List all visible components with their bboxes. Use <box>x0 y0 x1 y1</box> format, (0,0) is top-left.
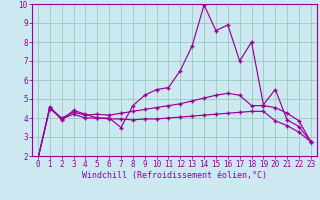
X-axis label: Windchill (Refroidissement éolien,°C): Windchill (Refroidissement éolien,°C) <box>82 171 267 180</box>
